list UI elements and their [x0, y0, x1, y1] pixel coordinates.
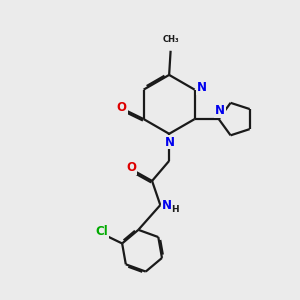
Text: H: H — [172, 205, 179, 214]
Text: Cl: Cl — [95, 225, 108, 238]
Text: N: N — [162, 199, 172, 212]
Text: N: N — [165, 136, 175, 148]
Text: O: O — [117, 101, 127, 114]
Text: O: O — [126, 161, 136, 175]
Text: N: N — [215, 104, 225, 117]
Text: N: N — [197, 81, 207, 94]
Text: CH₃: CH₃ — [162, 35, 179, 44]
